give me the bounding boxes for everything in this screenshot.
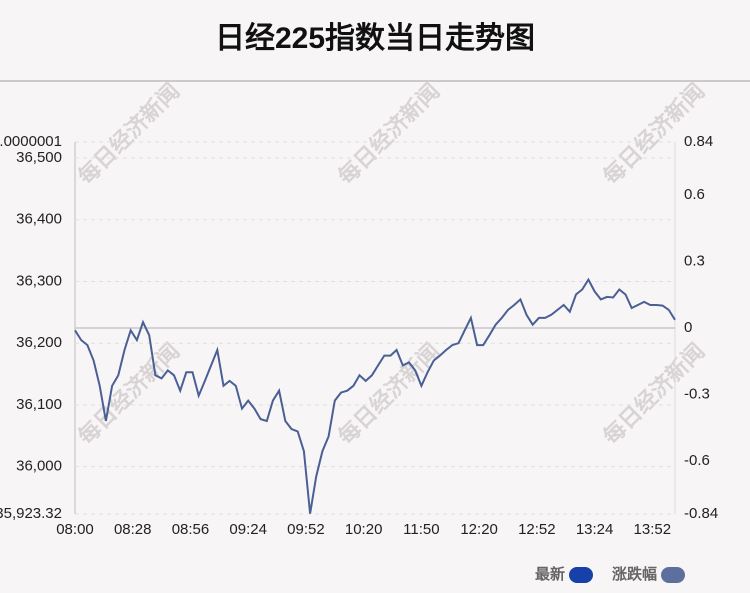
- y2-tick-label: -0.84: [684, 505, 718, 522]
- watermark: 每日经济新闻: [73, 78, 184, 189]
- y-tick-label: 36,200: [16, 334, 62, 351]
- x-tick-label: 09:52: [287, 521, 325, 538]
- y2-tick-label: -0.3: [684, 385, 710, 402]
- price-line: [74, 277, 676, 514]
- chart-title: 日经225指数当日走势图: [215, 21, 535, 55]
- x-tick-label: 12:20: [460, 521, 498, 538]
- y2-tick-label: 0.84: [684, 133, 713, 150]
- legend-swatch: [569, 567, 593, 583]
- legend-swatch: [661, 567, 685, 583]
- y-tick-label: 35,923.32: [0, 505, 62, 522]
- y2-tick-label: 0.6: [684, 186, 705, 203]
- y-tick-label: 36,300: [16, 272, 62, 289]
- x-tick-label: 11:50: [403, 521, 439, 538]
- watermark: 每日经济新闻: [333, 78, 444, 189]
- x-tick-label: 08:56: [172, 521, 210, 538]
- x-tick-label: 13:24: [576, 521, 614, 538]
- x-tick-label: 10:20: [345, 521, 383, 538]
- y-tick-label: 36,526.0000001: [0, 133, 62, 150]
- y-tick-label: 36,500: [16, 149, 62, 166]
- x-tick-label: 12:52: [518, 521, 556, 538]
- y-tick-label: 36,100: [16, 396, 62, 413]
- y2-tick-label: 0: [684, 319, 692, 336]
- legend-label: 最新: [535, 565, 565, 583]
- x-tick-label: 09:24: [229, 521, 267, 538]
- x-tick-label: 08:00: [56, 521, 94, 538]
- x-tick-label: 13:52: [634, 521, 672, 538]
- watermark: 每日经济新闻: [73, 338, 184, 449]
- legend-label: 涨跌幅: [612, 565, 657, 583]
- y2-tick-label: 0.3: [684, 253, 705, 270]
- y2-tick-label: -0.6: [684, 452, 710, 469]
- y-tick-label: 36,000: [16, 458, 62, 475]
- x-tick-label: 08:28: [114, 521, 152, 538]
- y-tick-label: 36,400: [16, 211, 62, 228]
